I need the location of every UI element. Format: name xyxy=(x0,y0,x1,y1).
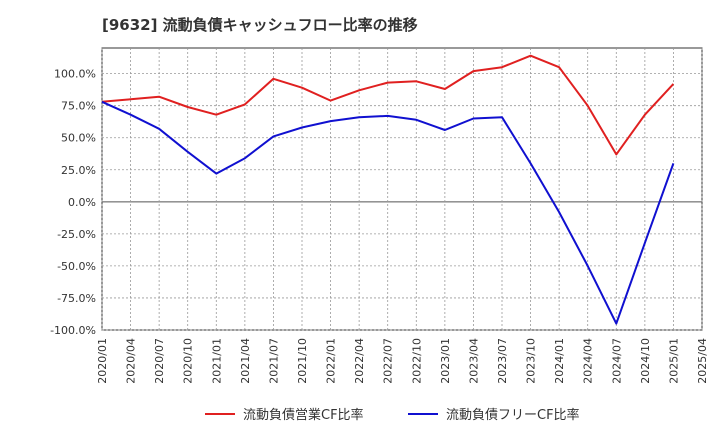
y-tick-label: -50.0% xyxy=(57,260,96,273)
x-tick-label: 2022/04 xyxy=(353,338,366,384)
x-tick-label: 2023/10 xyxy=(525,338,538,384)
x-axis-ticks: 2020/01 2020/04 2020/07 2020/10 2021/01 2021/… xyxy=(96,338,709,384)
series-line-1 xyxy=(101,54,675,156)
x-tick-label: 2022/01 xyxy=(325,338,338,384)
chart-title: [9632] 流動負債キャッシュフロー比率の推移 xyxy=(102,16,418,34)
x-tick-label: 2023/04 xyxy=(467,338,480,384)
series-line-2 xyxy=(101,100,675,325)
x-tick-label: 2020/07 xyxy=(153,338,166,384)
x-tick-label: 2024/10 xyxy=(639,338,652,384)
x-tick-label: 2025/04 xyxy=(696,338,709,384)
x-tick-label: 2023/01 xyxy=(439,338,452,384)
x-tick-label: 2024/01 xyxy=(553,338,566,384)
legend-label-2: 流動負債フリーCF比率 xyxy=(446,407,580,423)
x-tick-label: 2021/04 xyxy=(239,338,252,384)
legend-label-1: 流動負債営業CF比率 xyxy=(243,407,364,423)
grid-lines xyxy=(101,48,703,331)
x-tick-label: 2020/10 xyxy=(182,338,195,384)
y-tick-label: 50.0% xyxy=(61,132,96,145)
x-tick-label: 2020/04 xyxy=(125,338,138,384)
y-tick-label: 100.0% xyxy=(54,68,96,81)
y-tick-label: -25.0% xyxy=(57,228,96,241)
plot-area xyxy=(101,47,703,331)
y-tick-label: 75.0% xyxy=(61,100,96,113)
y-tick-label: -100.0% xyxy=(50,324,96,337)
x-tick-label: 2022/07 xyxy=(382,338,395,384)
plot-border xyxy=(101,47,703,331)
x-tick-label: 2024/04 xyxy=(582,338,595,384)
y-tick-label: 0.0% xyxy=(68,196,96,209)
y-axis-ticks: -100.0% -75.0% -50.0% -25.0% 0.0% 25.0% 50.0% 7… xyxy=(50,68,96,337)
legend: 流動負債営業CF比率 流動負債フリーCF比率 xyxy=(205,407,580,423)
x-tick-label: 2021/10 xyxy=(296,338,309,384)
x-tick-label: 2025/01 xyxy=(667,338,680,384)
x-tick-label: 2021/07 xyxy=(267,338,280,384)
y-tick-label: -75.0% xyxy=(57,292,96,305)
y-tick-label: 25.0% xyxy=(61,164,96,177)
x-tick-label: 2022/10 xyxy=(410,338,423,384)
x-tick-label: 2020/01 xyxy=(96,338,109,384)
x-tick-label: 2024/07 xyxy=(610,338,623,384)
x-tick-label: 2023/07 xyxy=(496,338,509,384)
x-tick-label: 2021/01 xyxy=(210,338,223,384)
series-lines xyxy=(101,54,675,325)
